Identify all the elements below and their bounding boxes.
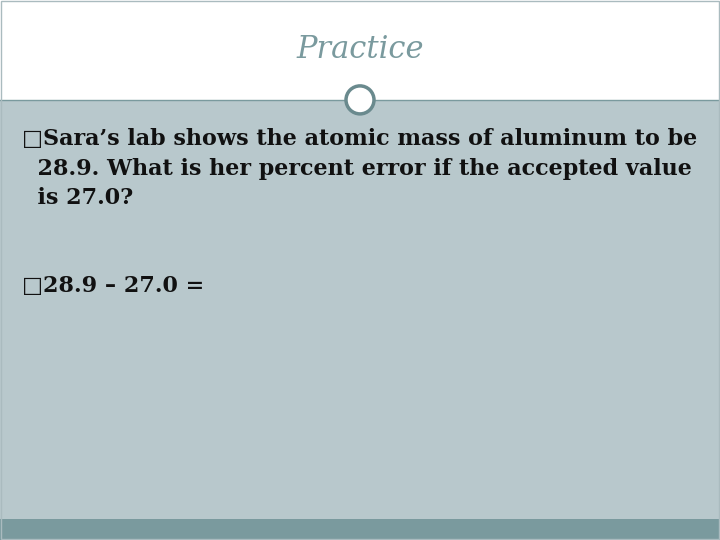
FancyBboxPatch shape <box>0 519 720 540</box>
Text: □28.9 – 27.0 =: □28.9 – 27.0 = <box>22 275 204 297</box>
Text: Practice: Practice <box>296 35 424 65</box>
FancyBboxPatch shape <box>0 0 720 100</box>
Text: □Sara’s lab shows the atomic mass of aluminum to be
  28.9. What is her percent : □Sara’s lab shows the atomic mass of alu… <box>22 128 697 209</box>
FancyBboxPatch shape <box>0 100 720 519</box>
Circle shape <box>346 86 374 114</box>
